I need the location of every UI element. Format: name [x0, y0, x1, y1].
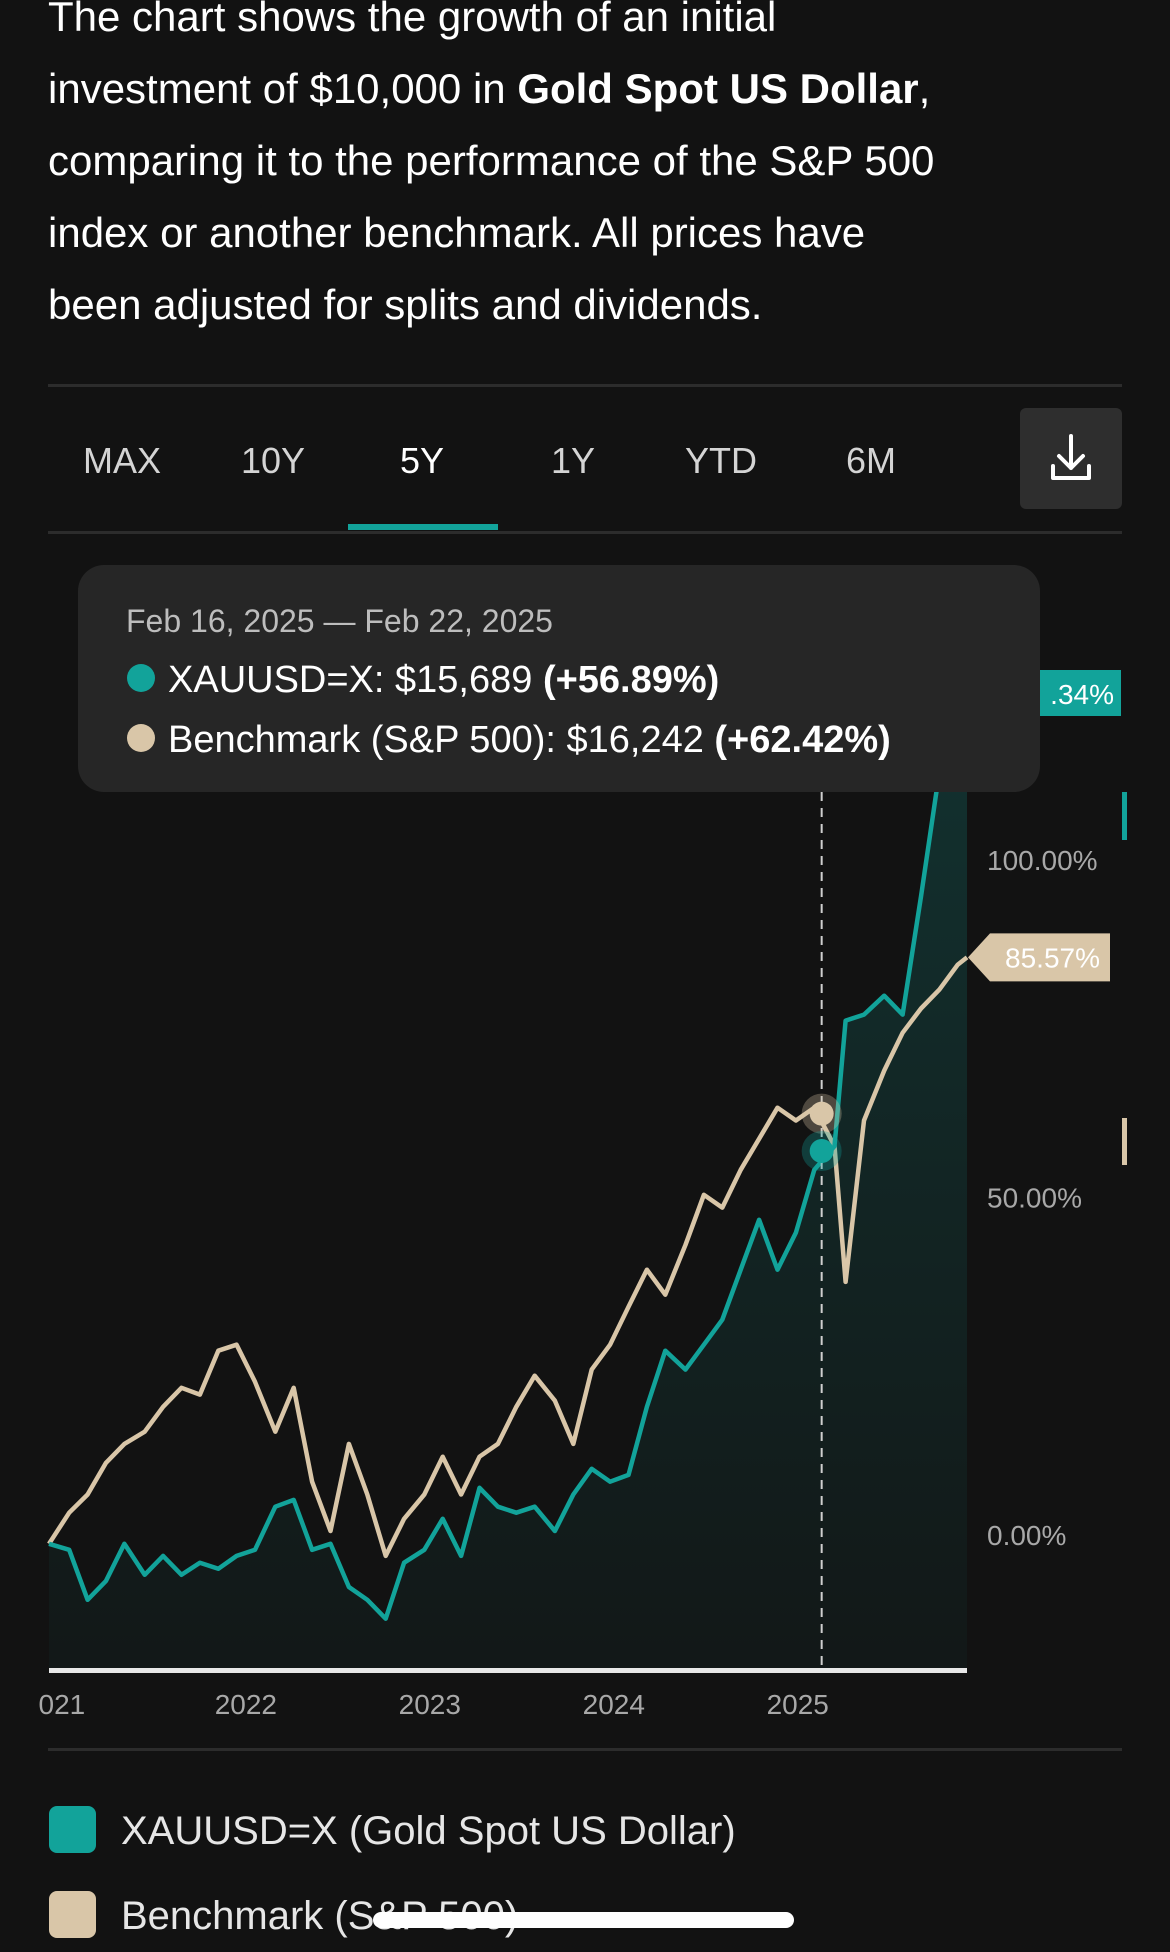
- x-tick-label: 021: [39, 1689, 86, 1720]
- intro-line: index or another benchmark. All prices h…: [48, 209, 865, 256]
- tab[interactable]: 1Y: [551, 440, 595, 481]
- legend-label: XAUUSD=X (Gold Spot US Dollar): [121, 1809, 736, 1853]
- tooltip-dot: [127, 724, 155, 752]
- x-tick-label: 2025: [767, 1689, 829, 1720]
- x-axis: [49, 1668, 967, 1673]
- tab[interactable]: 6M: [846, 440, 896, 481]
- legend-swatch: [49, 1806, 96, 1853]
- tooltip: Feb 16, 2025 — Feb 22, 2025 XAUUSD=X: $1…: [78, 565, 1040, 792]
- active-tab-indicator: [348, 524, 498, 530]
- hover-dot: [809, 1138, 834, 1163]
- tooltip-dot: [127, 664, 155, 692]
- tooltip-date: Feb 16, 2025 — Feb 22, 2025: [126, 603, 553, 639]
- scroll-marker: [1122, 1118, 1127, 1165]
- end-label: .34%: [1050, 679, 1114, 710]
- tab[interactable]: 10Y: [241, 440, 305, 481]
- divider: [48, 384, 1122, 387]
- tooltip-row: Benchmark (S&P 500): $16,242 (+62.42%): [168, 719, 891, 761]
- x-tick-label: 2022: [215, 1689, 277, 1720]
- intro-text: The chart shows the growth of an initial…: [48, 0, 934, 328]
- hover-dot: [809, 1101, 834, 1126]
- end-label-bg: [968, 933, 1110, 982]
- tooltip-label: XAUUSD=X: $15,689: [168, 659, 543, 701]
- intro-line: been adjusted for splits and dividends.: [48, 281, 762, 328]
- tooltip-change: (+56.89%): [543, 659, 719, 701]
- divider: [48, 1748, 1122, 1751]
- intro-line: comparing it to the performance of the S…: [48, 137, 934, 184]
- legend-swatch: [49, 1891, 96, 1938]
- intro-segment: been adjusted for splits and dividends.: [48, 281, 762, 328]
- y-tick-label: 50.00%: [987, 1183, 1082, 1214]
- home-indicator: [373, 1912, 794, 1928]
- tooltip-row: XAUUSD=X: $15,689 (+56.89%): [168, 659, 719, 701]
- intro-segment: ,: [919, 65, 931, 112]
- x-tick-label: 2024: [583, 1689, 645, 1720]
- tab[interactable]: 5Y: [400, 440, 444, 481]
- download-icon[interactable]: [1051, 434, 1091, 480]
- x-tick-label: 2023: [399, 1689, 461, 1720]
- download-button[interactable]: [1020, 408, 1122, 509]
- intro-segment: The chart shows the growth of an initial: [48, 0, 776, 40]
- tooltip-bg: [78, 565, 1040, 792]
- tab-bar: MAX 10Y 5Y 1Y YTD 6M: [83, 440, 896, 481]
- intro-line: The chart shows the growth of an initial: [48, 0, 776, 40]
- intro-bold: Gold Spot US Dollar: [517, 65, 918, 112]
- tooltip-label: Benchmark (S&P 500): $16,242: [168, 719, 714, 761]
- y-tick-label: 100.00%: [987, 845, 1098, 876]
- scroll-marker: [1122, 792, 1127, 840]
- tab[interactable]: YTD: [685, 440, 757, 481]
- chart: 0.00% 50.00% 100.00% 021 2022 2023 2024 2025 .34…: [39, 670, 1121, 1720]
- area: [49, 695, 967, 1670]
- intro-line: investment of $10,000 in Gold Spot US Do…: [48, 65, 930, 112]
- intro-segment: index or another benchmark. All prices h…: [48, 209, 865, 256]
- intro-segment: investment of $10,000 in: [48, 65, 517, 112]
- tab[interactable]: MAX: [83, 440, 161, 481]
- divider: [48, 531, 1122, 534]
- y-tick-label: 0.00%: [987, 1520, 1066, 1551]
- intro-segment: comparing it to the performance of the S…: [48, 137, 934, 184]
- line: [47, 955, 969, 1559]
- tooltip-change: (+62.42%): [714, 719, 890, 761]
- end-label: 85.57%: [1005, 942, 1100, 973]
